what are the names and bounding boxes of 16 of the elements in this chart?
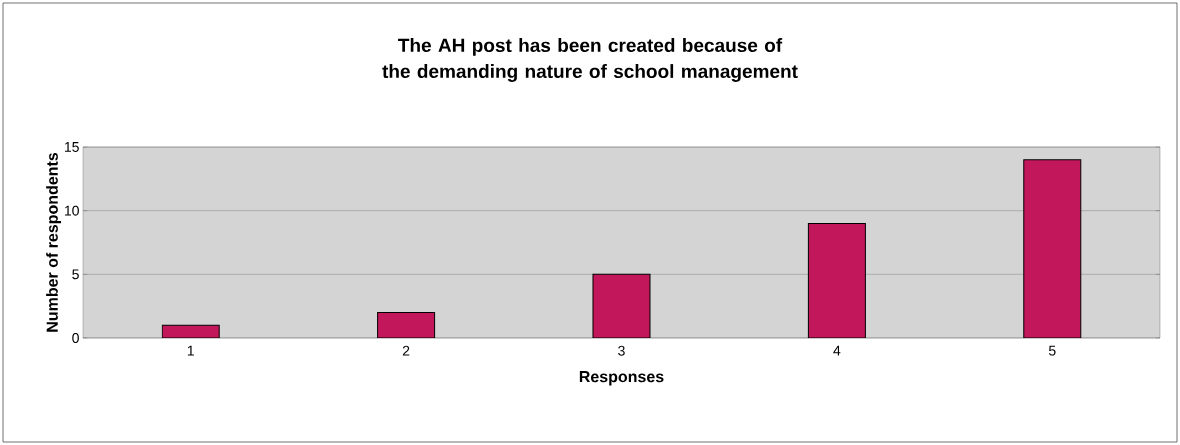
bar [1023,159,1082,338]
x-tick-label: 5 [1048,345,1056,356]
x-tick-label: 4 [833,345,841,356]
x-tick-label: 2 [402,345,410,356]
bar [377,312,436,338]
y-tick-label: 15 [64,142,79,152]
x-tick-label: 1 [187,345,194,356]
y-tick-label: 5 [72,269,79,280]
y-tick-label: 0 [72,333,79,343]
x-tick-label: 3 [618,345,625,356]
x-axis-title: Responses [579,371,664,386]
bar [807,222,866,338]
y-tick-label: 10 [64,205,79,216]
chart-title: The AH post has been created because of the demanding nature of school management [382,38,798,82]
y-axis-title: Number of respondents [46,152,62,332]
bar [592,273,651,338]
